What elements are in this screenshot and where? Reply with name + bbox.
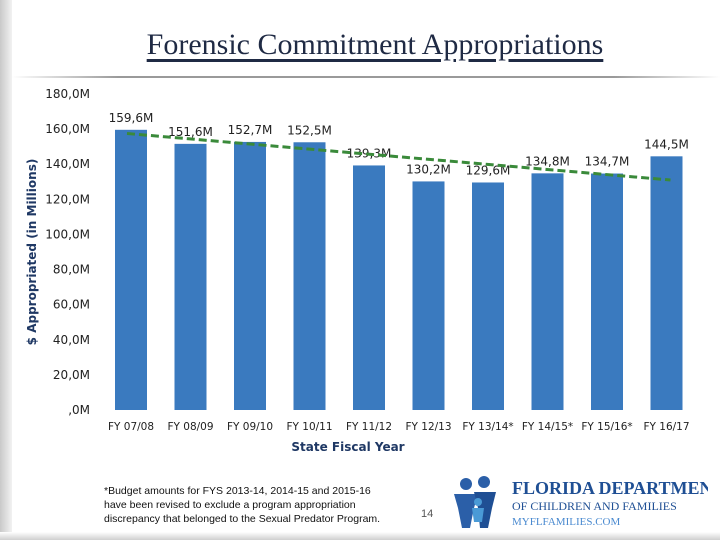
bar bbox=[234, 141, 266, 410]
y-tick-label: 100,0M bbox=[45, 227, 90, 241]
y-tick-label: 60,0M bbox=[53, 298, 90, 312]
bar bbox=[650, 156, 683, 410]
slide-left-border bbox=[0, 0, 12, 540]
x-tick-label: FY 11/12 bbox=[346, 421, 392, 433]
x-tick-label: FY 16/17 bbox=[643, 421, 689, 433]
data-label: 159,6M bbox=[109, 111, 154, 125]
y-tick-label: ,0M bbox=[68, 403, 90, 417]
slide-title: Forensic Commitment Appropriations bbox=[146, 28, 604, 61]
bar bbox=[531, 173, 564, 410]
family-icon bbox=[454, 476, 496, 528]
y-tick-label: 180,0M bbox=[45, 87, 90, 101]
logo-line1: FLORIDA DEPARTMENT bbox=[512, 478, 708, 498]
logo-line2: OF CHILDREN AND FAMILIES bbox=[512, 499, 677, 513]
x-tick-label: FY 12/13 bbox=[405, 421, 451, 433]
data-label: 129,6M bbox=[466, 163, 511, 177]
x-tick-label: FY 13/14* bbox=[462, 421, 513, 433]
data-label: 134,8M bbox=[525, 154, 570, 168]
bar bbox=[115, 129, 147, 410]
bar bbox=[591, 173, 623, 410]
x-tick-label: FY 14/15* bbox=[522, 421, 573, 433]
data-label: 152,7M bbox=[228, 123, 273, 137]
y-tick-label: 160,0M bbox=[45, 122, 90, 136]
bar bbox=[472, 182, 504, 410]
bar bbox=[353, 165, 385, 410]
data-label: 152,5M bbox=[287, 123, 332, 137]
trendline bbox=[126, 132, 671, 182]
y-tick-label: 80,0M bbox=[53, 263, 90, 277]
data-label: 134,7M bbox=[585, 155, 630, 169]
y-tick-label: 140,0M bbox=[45, 157, 90, 171]
bar bbox=[412, 181, 445, 410]
x-tick-label: FY 08/09 bbox=[167, 421, 213, 433]
x-tick-label: FY 15/16* bbox=[581, 421, 632, 433]
logo-line3: MYFLFAMILIES.COM bbox=[512, 516, 621, 528]
data-label: 144,5M bbox=[644, 137, 689, 151]
title-divider bbox=[12, 76, 720, 78]
y-axis-label: $ Appropriated (in Millions) bbox=[25, 159, 39, 346]
slide-bottom-border bbox=[0, 532, 720, 540]
x-axis-label: State Fiscal Year bbox=[291, 440, 404, 454]
bar bbox=[174, 143, 207, 410]
page-number: 14 bbox=[421, 508, 434, 520]
y-tick-label: 120,0M bbox=[45, 192, 90, 206]
bar bbox=[293, 142, 326, 410]
data-label: 151,6M bbox=[168, 125, 213, 139]
y-tick-label: 20,0M bbox=[53, 368, 90, 382]
x-tick-label: FY 07/08 bbox=[108, 421, 154, 433]
x-tick-label: FY 09/10 bbox=[227, 421, 273, 433]
x-tick-label: FY 10/11 bbox=[286, 421, 332, 433]
data-label: 130,2M bbox=[406, 162, 451, 176]
dcf-logo: FLORIDA DEPARTMENT OF CHILDREN AND FAMIL… bbox=[454, 476, 708, 528]
footnote: *Budget amounts for FYS 2013-14, 2014-15… bbox=[104, 485, 381, 525]
y-tick-label: 40,0M bbox=[53, 333, 90, 347]
